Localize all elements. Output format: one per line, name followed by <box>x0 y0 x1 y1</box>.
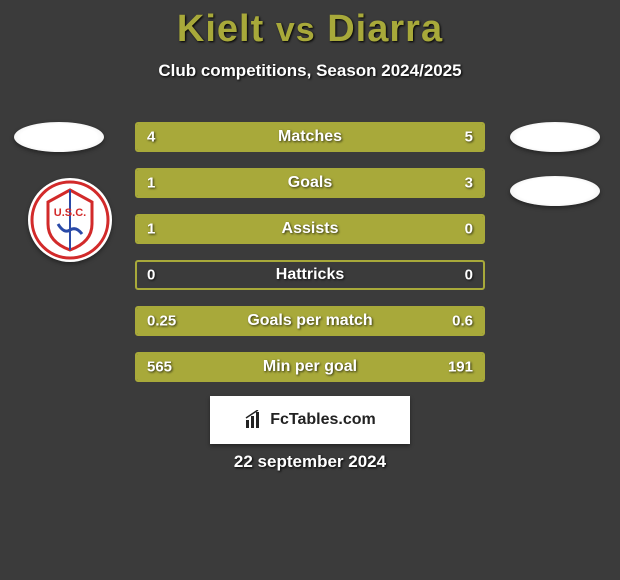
stat-row: 1 3 Goals <box>135 168 485 198</box>
stat-label: Min per goal <box>263 358 357 376</box>
brand-text: FcTables.com <box>270 411 376 429</box>
page-title: Kielt vs Diarra <box>0 0 620 51</box>
svg-text:U.S.C.: U.S.C. <box>54 207 86 219</box>
stat-value-left: 1 <box>147 175 155 192</box>
player2-avatar-placeholder <box>510 122 600 152</box>
title-vs: vs <box>276 11 316 49</box>
player1-avatar-placeholder <box>14 122 104 152</box>
stat-value-right: 191 <box>448 359 473 376</box>
stat-row: 565 191 Min per goal <box>135 352 485 382</box>
stat-label: Assists <box>282 220 339 238</box>
stat-label: Hattricks <box>276 266 344 284</box>
stat-label: Matches <box>278 128 342 146</box>
stat-label: Goals per match <box>247 312 372 330</box>
title-player1: Kielt <box>177 8 264 50</box>
stat-fill-left <box>137 124 289 150</box>
chart-icon <box>244 410 264 430</box>
stat-fill-right <box>224 170 484 196</box>
stat-value-right: 0 <box>465 267 473 284</box>
stat-value-left: 4 <box>147 129 155 146</box>
stat-value-right: 0 <box>465 221 473 238</box>
stat-value-left: 0.25 <box>147 313 176 330</box>
title-player2: Diarra <box>327 8 443 50</box>
stat-row: 4 5 Matches <box>135 122 485 152</box>
club-shield-icon: U.S.C. <box>30 180 110 260</box>
stat-value-right: 3 <box>465 175 473 192</box>
brand-badge[interactable]: FcTables.com <box>210 396 410 444</box>
stat-row: 1 0 Assists <box>135 214 485 244</box>
player2-club-placeholder <box>510 176 600 206</box>
comparison-bars: 4 5 Matches 1 3 Goals 1 0 Assists 0 0 Hattricks 0.25… <box>135 122 485 398</box>
date-label: 22 september 2024 <box>234 452 386 472</box>
stat-row: 0.25 0.6 Goals per match <box>135 306 485 336</box>
stat-value-left: 565 <box>147 359 172 376</box>
stat-value-left: 0 <box>147 267 155 284</box>
stat-label: Goals <box>288 174 332 192</box>
stat-value-left: 1 <box>147 221 155 238</box>
stat-row: 0 0 Hattricks <box>135 260 485 290</box>
stat-value-right: 0.6 <box>452 313 473 330</box>
player1-club-logo: U.S.C. <box>28 178 112 262</box>
stat-value-right: 5 <box>465 129 473 146</box>
subtitle: Club competitions, Season 2024/2025 <box>0 61 620 81</box>
